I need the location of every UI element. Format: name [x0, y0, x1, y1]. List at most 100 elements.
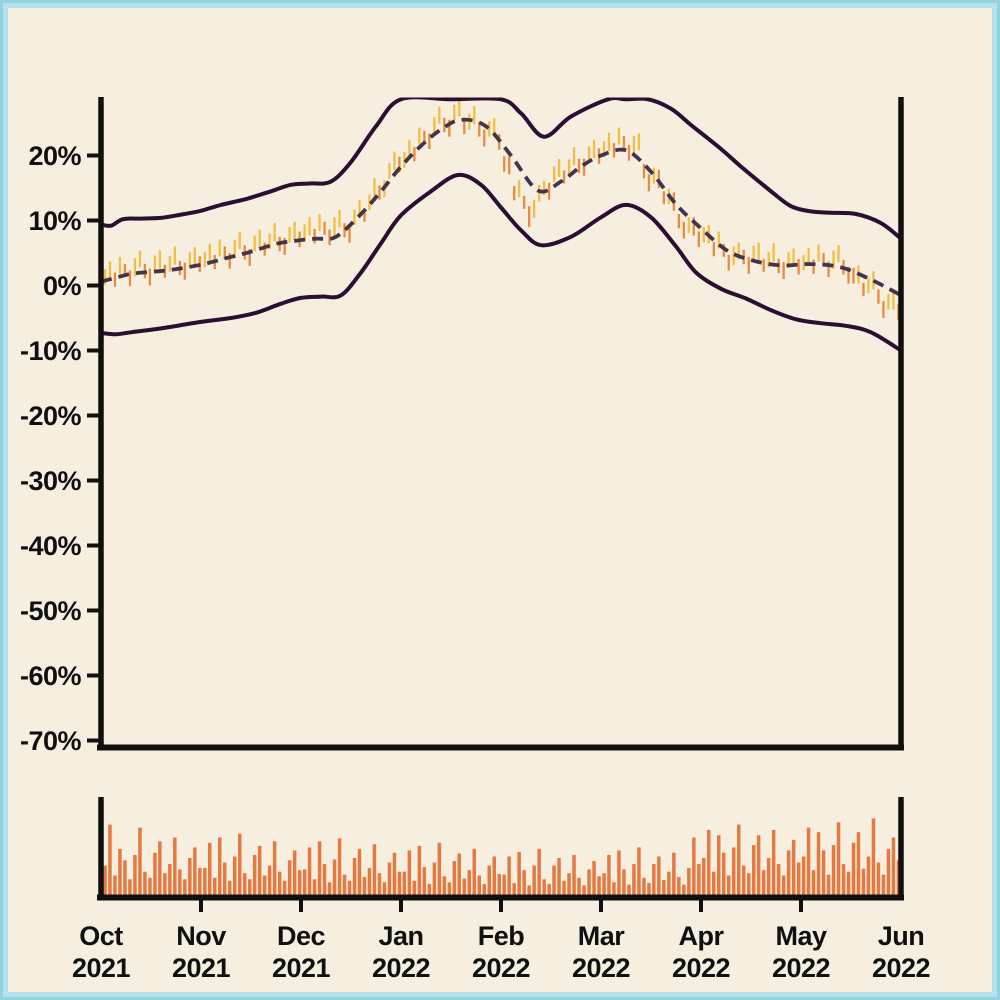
- volume-bar: [362, 877, 367, 895]
- volume-bar: [717, 835, 721, 895]
- x-axis-tick: [599, 900, 603, 912]
- x-axis-label-year: 2021: [72, 953, 131, 983]
- volume-bar: [282, 880, 287, 895]
- x-axis-label-month: Jun: [878, 921, 925, 951]
- volume-bar: [737, 824, 741, 895]
- volume-bar: [826, 874, 831, 895]
- volume-bar: [836, 822, 841, 895]
- volume-bar: [248, 879, 252, 895]
- x-axis-label-year: 2022: [672, 953, 730, 983]
- volume-bar: [238, 833, 242, 895]
- y-axis-label: -10%: [20, 336, 82, 366]
- y-axis-tick: [87, 543, 99, 548]
- volume-bar: [183, 879, 187, 895]
- volume-bar: [816, 832, 821, 895]
- volume-bar: [208, 842, 212, 895]
- volume-bar: [257, 845, 262, 895]
- volume-bar: [747, 873, 751, 895]
- y-axis-label: -30%: [20, 466, 82, 496]
- volume-bar: [442, 876, 447, 895]
- volume-bar: [657, 856, 661, 895]
- x-axis-label-year: 2022: [872, 953, 930, 983]
- volume-bar: [512, 883, 516, 895]
- volume-bar: [692, 837, 696, 895]
- volume-bar: [806, 827, 811, 895]
- volume-bar: [173, 837, 177, 895]
- volume-bar: [243, 873, 247, 895]
- volume-bar: [103, 865, 107, 895]
- volume-bar: [153, 852, 157, 895]
- volume-bar: [148, 877, 152, 895]
- volume-bar: [672, 852, 676, 895]
- volume-bar: [327, 882, 332, 895]
- volume-bar: [382, 882, 387, 895]
- x-axis-label-year: 2021: [172, 953, 231, 983]
- y-axis-tick: [87, 283, 99, 288]
- x-axis-tick: [199, 900, 203, 912]
- volume-bar: [467, 870, 471, 895]
- volume-bar: [861, 868, 866, 895]
- volume-bar: [627, 884, 631, 895]
- volume-bar: [163, 873, 167, 895]
- volume-bar: [178, 869, 182, 895]
- volume-bar: [562, 880, 566, 895]
- volume-bar: [587, 869, 591, 895]
- volume-bar: [771, 829, 776, 895]
- volume-bar: [866, 856, 871, 895]
- volume-bar: [742, 865, 746, 895]
- volume-bar: [801, 856, 806, 895]
- volume-bar: [407, 850, 412, 895]
- volume-bar: [642, 877, 646, 895]
- x-axis-label-month: Mar: [578, 921, 626, 951]
- y-axis-tick: [87, 413, 99, 418]
- volume-bar: [796, 862, 801, 895]
- y-axis-label: -50%: [20, 596, 82, 626]
- volume-bar: [487, 865, 491, 895]
- volume-bar: [632, 864, 636, 895]
- volume-bar: [727, 875, 731, 895]
- volume-bar: [756, 835, 761, 895]
- volume-bar: [567, 873, 571, 895]
- volume-bar: [766, 858, 771, 895]
- volume-bar: [786, 850, 791, 895]
- volume-bar: [522, 870, 526, 895]
- volume-bar: [517, 851, 521, 895]
- x-axis-label-month: Nov: [176, 921, 226, 951]
- volume-bar: [223, 862, 227, 895]
- volume-bar: [168, 864, 172, 895]
- volume-bar: [582, 885, 586, 895]
- y-axis-label: -60%: [20, 661, 82, 691]
- volume-bar: [337, 838, 342, 895]
- x-axis-tick: [399, 900, 403, 912]
- volume-bar: [612, 882, 616, 895]
- volume-bar: [128, 879, 132, 895]
- volume-baseline-axis: [97, 894, 904, 901]
- volume-bar: [412, 880, 417, 895]
- volume-bar: [332, 859, 337, 895]
- volume-bar: [572, 855, 576, 895]
- volume-bar: [432, 862, 437, 895]
- volume-bar: [682, 884, 686, 895]
- volume-bar: [597, 876, 601, 895]
- volume-bar: [637, 847, 641, 895]
- volume-bar: [357, 848, 362, 895]
- volume-bar: [532, 865, 536, 895]
- volume-bar: [462, 878, 466, 895]
- volume-bar: [267, 865, 272, 895]
- y-axis-label: 0%: [43, 271, 82, 301]
- volume-bar: [272, 841, 277, 895]
- y-axis-tick: [87, 153, 99, 158]
- x-axis-label-month: Feb: [478, 921, 525, 951]
- x-axis-label-year: 2022: [772, 953, 830, 983]
- volume-bar: [856, 832, 861, 895]
- volume-bar: [302, 869, 307, 895]
- x-axis-label-month: May: [775, 921, 827, 951]
- y-axis-label: -70%: [20, 726, 82, 756]
- volume-bar: [886, 848, 891, 895]
- volume-bar: [667, 871, 671, 895]
- y-axis-tick: [87, 673, 99, 678]
- x-axis-tick: [799, 900, 803, 912]
- volume-bar: [542, 879, 546, 895]
- volume-bar: [502, 874, 506, 895]
